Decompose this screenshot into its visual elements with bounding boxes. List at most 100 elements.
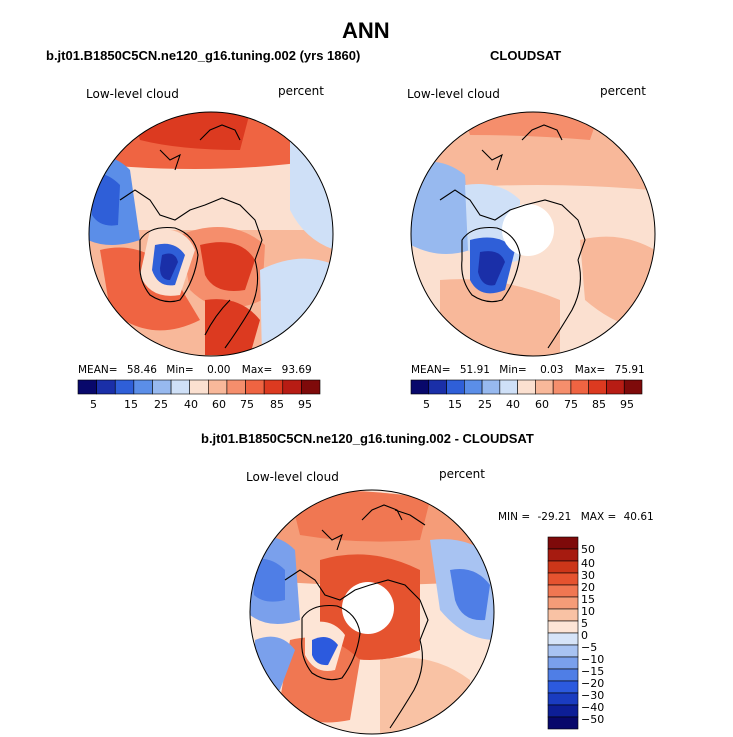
diff-colorbar-swatch	[547, 620, 579, 634]
panel1-border	[88, 111, 334, 357]
panel1-region	[100, 247, 200, 331]
panel1-mean-value: 58.46	[126, 364, 157, 376]
diff-region	[252, 558, 285, 602]
cb2-tick: 40	[506, 398, 520, 411]
panel1-region	[260, 258, 333, 356]
diff-stats: MIN = -29.21 MAX = 40.61	[498, 511, 654, 523]
panel2-region	[465, 184, 520, 264]
diff-units-label: percent	[439, 467, 485, 481]
diff-coastline	[394, 509, 426, 526]
panel2-max-label: Max=	[574, 364, 606, 376]
diff-region	[250, 536, 300, 624]
cb1-tick: 95	[298, 398, 312, 411]
panel2-region	[460, 112, 600, 140]
panel1-background	[89, 112, 333, 356]
cb1-tick: 25	[154, 398, 168, 411]
diff-variable-label: Low-level cloud	[246, 470, 339, 484]
panel1-colorbar-swatch	[152, 379, 172, 395]
panel1-region	[140, 229, 195, 296]
panel2-colorbar-swatch	[552, 379, 572, 395]
diff-coastline	[361, 504, 403, 521]
panel2-min-value: 0.03	[540, 364, 564, 376]
diff-max-value: 40.61	[623, 511, 654, 523]
panel1-colorbar	[77, 379, 321, 395]
panel1-title: b.jt01.B1850C5CN.ne120_g16.tuning.002 (y…	[46, 48, 361, 63]
panel1-min-value: 0.00	[207, 364, 231, 376]
panel2-region	[440, 279, 560, 356]
panel2-colorbar-swatch	[588, 379, 607, 395]
panel1-colorbar-swatch	[263, 379, 284, 395]
figure-title: ANN	[342, 18, 390, 43]
panel1-colorbar-swatch	[301, 379, 321, 395]
panel2-colorbar-swatch	[446, 379, 465, 395]
diff-colorbar-swatch	[547, 596, 579, 610]
panel1-coastlines	[119, 124, 263, 349]
diff-coastline	[321, 529, 343, 551]
cb2-tick: 75	[564, 398, 578, 411]
diff-min-value: -29.21	[537, 511, 572, 523]
cb1-tick: 40	[184, 398, 198, 411]
diff-colorbar-swatch	[547, 608, 579, 622]
cb1-tick: 75	[240, 398, 254, 411]
cb3-tick: 0	[581, 629, 588, 642]
panel1-max-value: 93.69	[281, 364, 312, 376]
diff-colorbar-swatch	[547, 668, 579, 682]
cb1-tick: 5	[90, 398, 97, 411]
panel1-colorbar-swatch	[170, 379, 191, 395]
diff-colorbar-swatch	[547, 632, 579, 646]
panel1-region	[152, 243, 185, 286]
panel1-map	[89, 112, 333, 356]
panel1-coastline	[199, 124, 241, 141]
panel2-region	[580, 236, 655, 330]
panel2-coastline	[547, 259, 581, 349]
panel1-region	[160, 253, 178, 280]
diff-colorbar-swatch	[547, 572, 579, 586]
cb3-tick: 30	[581, 569, 595, 582]
panel1-coastline	[224, 259, 259, 349]
diff-coastline	[389, 639, 423, 729]
panel1-region	[200, 242, 255, 291]
panel2-mean-label: MEAN=	[411, 364, 451, 376]
diff-colorbar-swatch	[547, 704, 579, 718]
cb3-tick: 40	[581, 557, 595, 570]
panel2-background	[411, 112, 655, 356]
panel2-colorbar-swatch	[464, 379, 483, 395]
panel2-colorbar-swatch	[428, 379, 447, 395]
diff-map	[250, 490, 494, 734]
diff-region	[450, 569, 490, 621]
panel2-title: CLOUDSAT	[490, 48, 562, 63]
panel2-colorbar-swatch	[623, 379, 643, 395]
panel1-stats: MEAN= 58.46 Min= 0.00 Max= 93.69	[78, 364, 312, 376]
cb3-tick: 50	[581, 543, 595, 556]
panel1-coastline	[159, 149, 181, 171]
panel1-region	[290, 140, 333, 250]
cb3-tick: 15	[581, 593, 595, 606]
diff-colorbar-swatch	[547, 716, 579, 730]
panel2-coastline	[439, 189, 586, 261]
cb3-tick: −50	[581, 713, 605, 726]
panel2-border	[410, 111, 656, 357]
cb3-tick: −20	[581, 677, 605, 690]
panel2-coastlines	[439, 124, 586, 349]
panel1-colorbar-swatch	[189, 379, 209, 395]
panel1-colorbar-swatch	[133, 379, 153, 395]
panel2-colorbar-swatch	[535, 379, 554, 395]
diff-background	[250, 490, 494, 734]
panel2-coastline	[521, 124, 563, 141]
panel2-mean-value: 51.91	[459, 364, 490, 376]
diff-missing-data	[342, 582, 394, 634]
panel1-colorbar-swatch	[226, 379, 246, 395]
panel1-coastline	[119, 189, 263, 261]
panel2-region	[478, 251, 505, 286]
diff-colorbar	[547, 536, 579, 730]
cb3-tick: −30	[581, 689, 605, 702]
cb2-tick: 15	[448, 398, 462, 411]
panel1-colorbar-swatch	[282, 379, 302, 395]
diff-region	[290, 491, 430, 542]
cb3-tick: 5	[581, 617, 588, 630]
diff-colorbar-swatch	[547, 536, 579, 550]
cb3-tick: 10	[581, 605, 595, 618]
panel2-region	[520, 227, 590, 291]
diff-region	[380, 657, 470, 734]
cb1-tick: 60	[212, 398, 226, 411]
